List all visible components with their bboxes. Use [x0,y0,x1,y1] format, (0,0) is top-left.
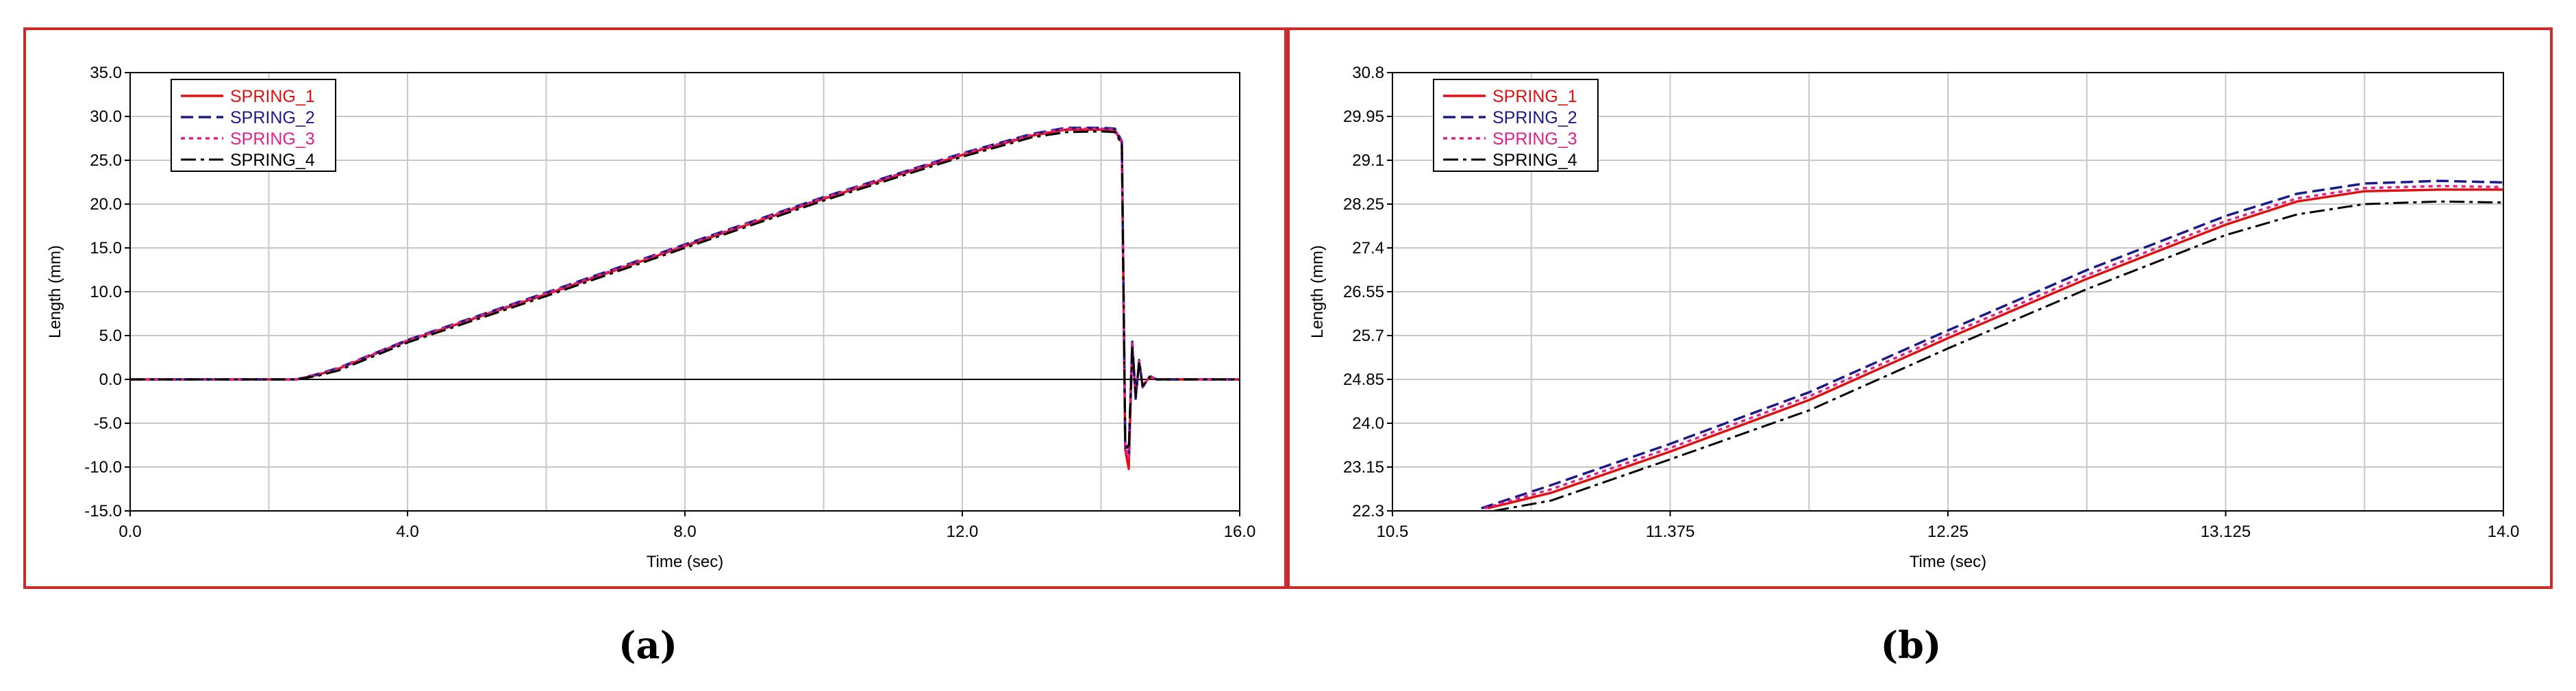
chart-b-xtick-label-2: 12.25 [1927,523,1968,541]
chart-a-ytick-label-4: 5.0 [99,327,122,345]
chart-a-legend [171,79,336,172]
chart-a-xtick-label-1: 4.0 [396,523,418,541]
chart-b-xtick-label-3: 13.125 [2201,523,2251,541]
chart-a-ytick-label-3: 0.0 [99,370,122,389]
chart-b-legend-label-0: SPRING_1 [1492,87,1577,106]
caption-b: (b) [1880,623,1942,667]
chart-a-ytick-label-0: -15.0 [84,502,122,520]
chart-b-ytick-label-3: 24.85 [1343,370,1384,389]
chart-a-legend-label-1: SPRING_2 [230,108,315,127]
chart-b-ytick-label-7: 28.25 [1343,195,1384,214]
chart-a-xtick-label-2: 8.0 [673,523,696,541]
chart-b-ytick-label-8: 29.1 [1352,151,1384,170]
chart-b-series-spring_1 [1487,188,2503,510]
chart-panel-b: 10.5 11.375 12.25 13.125 14.0 22.3 23.15 24.0 24… [1287,27,2553,589]
chart-b-ytick-label-2: 24.0 [1352,414,1384,433]
chart-b-legend-label-1: SPRING_2 [1492,108,1577,127]
chart-b-ylabel: Length (mm) [1308,245,1327,338]
chart-a-ytick-label-10: 35.0 [90,64,122,82]
chart-b-ytick-label-6: 27.4 [1352,239,1384,257]
chart-b-legend-label-2: SPRING_3 [1492,129,1577,149]
chart-a-ytick-label-6: 15.0 [90,239,122,257]
chart-b-ytick-label-5: 26.55 [1343,283,1384,301]
chart-a-xtick-label-0: 0.0 [118,523,141,541]
chart-a-xlabel: Time (sec) [647,553,723,571]
caption-a: (a) [618,623,678,667]
chart-b-ytick-label-4: 25.7 [1352,327,1384,345]
chart-a-xtick-label-4: 16.0 [1224,523,1256,541]
chart-b-svg: 10.5 11.375 12.25 13.125 14.0 22.3 23.15 24.0 24… [1308,64,2520,571]
chart-a-xtick-label-3: 12.0 [947,523,979,541]
chart-b-xtick-label-1: 11.375 [1646,523,1695,541]
chart-a-ytick-label-9: 30.0 [90,108,122,126]
chart-b-xtick-label-0: 10.5 [1377,523,1409,541]
chart-b-xlabel: Time (sec) [1910,553,1986,571]
chart-b-ytick-label-1: 23.15 [1343,458,1384,477]
chart-b-series-spring_2 [1481,179,2503,510]
chart-a-ytick-label-5: 10.0 [90,283,122,301]
chart-a-ytick-label-8: 25.0 [90,151,122,170]
chart-a-ytick-label-1: -10.0 [84,458,122,477]
chart-a-legend-label-3: SPRING_4 [230,151,315,170]
chart-a-ylabel: Length (mm) [46,245,64,338]
chart-b-ytick-label-10: 30.8 [1352,64,1384,82]
chart-b-xtick-label-4: 14.0 [2488,523,2520,541]
chart-a-series-spring_4 [130,130,1240,451]
chart-b-legend-label-3: SPRING_4 [1492,151,1577,170]
chart-b-ytick-label-9: 29.95 [1343,108,1384,126]
chart-a-legend-label-2: SPRING_3 [230,129,315,149]
chart-b-series-spring_4 [1494,200,2503,511]
chart-a-ytick-label-7: 20.0 [90,195,122,214]
chart-a-svg: 0.0 4.0 8.0 12.0 16.0 -15.0 -10.0 -5.0 0.0 5.0 10.… [46,64,1256,571]
chart-b-ytick-label-0: 22.3 [1352,502,1384,520]
chart-panel-a: 0.0 4.0 8.0 12.0 16.0 -15.0 -10.0 -5.0 0.0 5.0 10.… [23,27,1287,589]
chart-a-ytick-label-2: -5.0 [94,414,122,433]
chart-a-series-spring_3 [130,127,1240,460]
chart-b-series-spring_3 [1484,184,2503,510]
chart-a-legend-label-0: SPRING_1 [230,87,315,106]
